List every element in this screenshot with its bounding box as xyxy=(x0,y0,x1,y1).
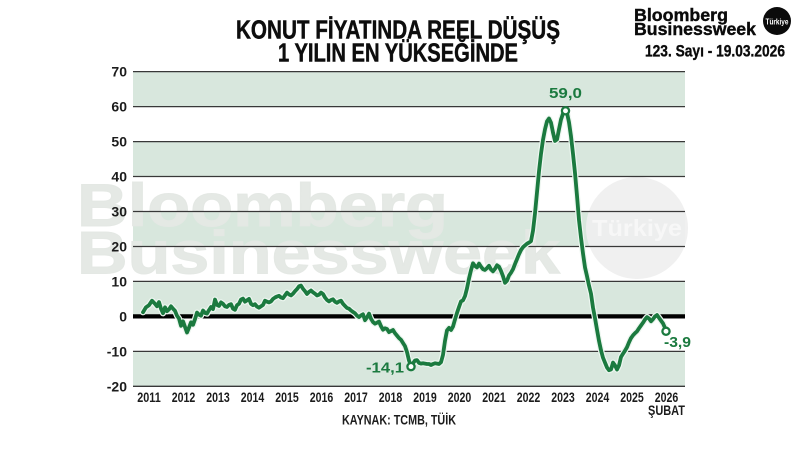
svg-text:2021: 2021 xyxy=(482,389,506,405)
svg-text:60: 60 xyxy=(111,99,127,115)
svg-text:2022: 2022 xyxy=(517,389,541,405)
svg-text:ŞUBAT: ŞUBAT xyxy=(648,402,685,418)
svg-text:Türkiye: Türkiye xyxy=(766,16,789,26)
svg-text:59,0: 59,0 xyxy=(549,86,582,102)
svg-text:Bloomberg: Bloomberg xyxy=(77,172,448,239)
svg-text:2016: 2016 xyxy=(310,389,334,405)
svg-text:-20: -20 xyxy=(107,378,127,394)
svg-text:-14,1: -14,1 xyxy=(366,361,404,377)
svg-text:Türkiye: Türkiye xyxy=(592,215,682,241)
svg-text:2023: 2023 xyxy=(551,389,575,405)
svg-text:Businessweek: Businessweek xyxy=(634,19,756,39)
svg-text:Businessweek: Businessweek xyxy=(77,220,561,287)
svg-text:2015: 2015 xyxy=(275,389,299,405)
svg-text:-10: -10 xyxy=(107,343,127,359)
svg-text:2026: 2026 xyxy=(655,389,679,405)
svg-text:10: 10 xyxy=(111,273,127,289)
svg-text:2013: 2013 xyxy=(206,389,230,405)
svg-text:1 YILIN EN YÜKSEĞİNDE: 1 YILIN EN YÜKSEĞİNDE xyxy=(278,38,518,68)
svg-text:70: 70 xyxy=(111,64,127,80)
svg-text:KONUT FİYATINDA REEL DÜŞÜŞ: KONUT FİYATINDA REEL DÜŞÜŞ xyxy=(236,15,560,45)
svg-text:2025: 2025 xyxy=(620,389,644,405)
svg-text:30: 30 xyxy=(111,204,127,220)
svg-text:Bloomberg: Bloomberg xyxy=(634,5,728,25)
svg-text:2017: 2017 xyxy=(344,389,368,405)
svg-text:2020: 2020 xyxy=(448,389,472,405)
svg-text:-3,9: -3,9 xyxy=(664,335,691,351)
svg-text:2019: 2019 xyxy=(413,389,437,405)
svg-text:20: 20 xyxy=(111,239,127,255)
svg-text:40: 40 xyxy=(111,169,127,185)
svg-text:2011: 2011 xyxy=(137,389,161,405)
svg-text:0: 0 xyxy=(119,308,127,324)
svg-text:2012: 2012 xyxy=(172,389,196,405)
svg-text:2024: 2024 xyxy=(586,389,610,405)
svg-text:KAYNAK: TCMB, TÜİK: KAYNAK: TCMB, TÜİK xyxy=(342,413,456,428)
svg-text:123. Sayı - 19.03.2026: 123. Sayı - 19.03.2026 xyxy=(645,42,785,61)
svg-text:50: 50 xyxy=(111,134,127,150)
svg-text:2014: 2014 xyxy=(241,389,265,405)
svg-text:2018: 2018 xyxy=(379,389,403,405)
